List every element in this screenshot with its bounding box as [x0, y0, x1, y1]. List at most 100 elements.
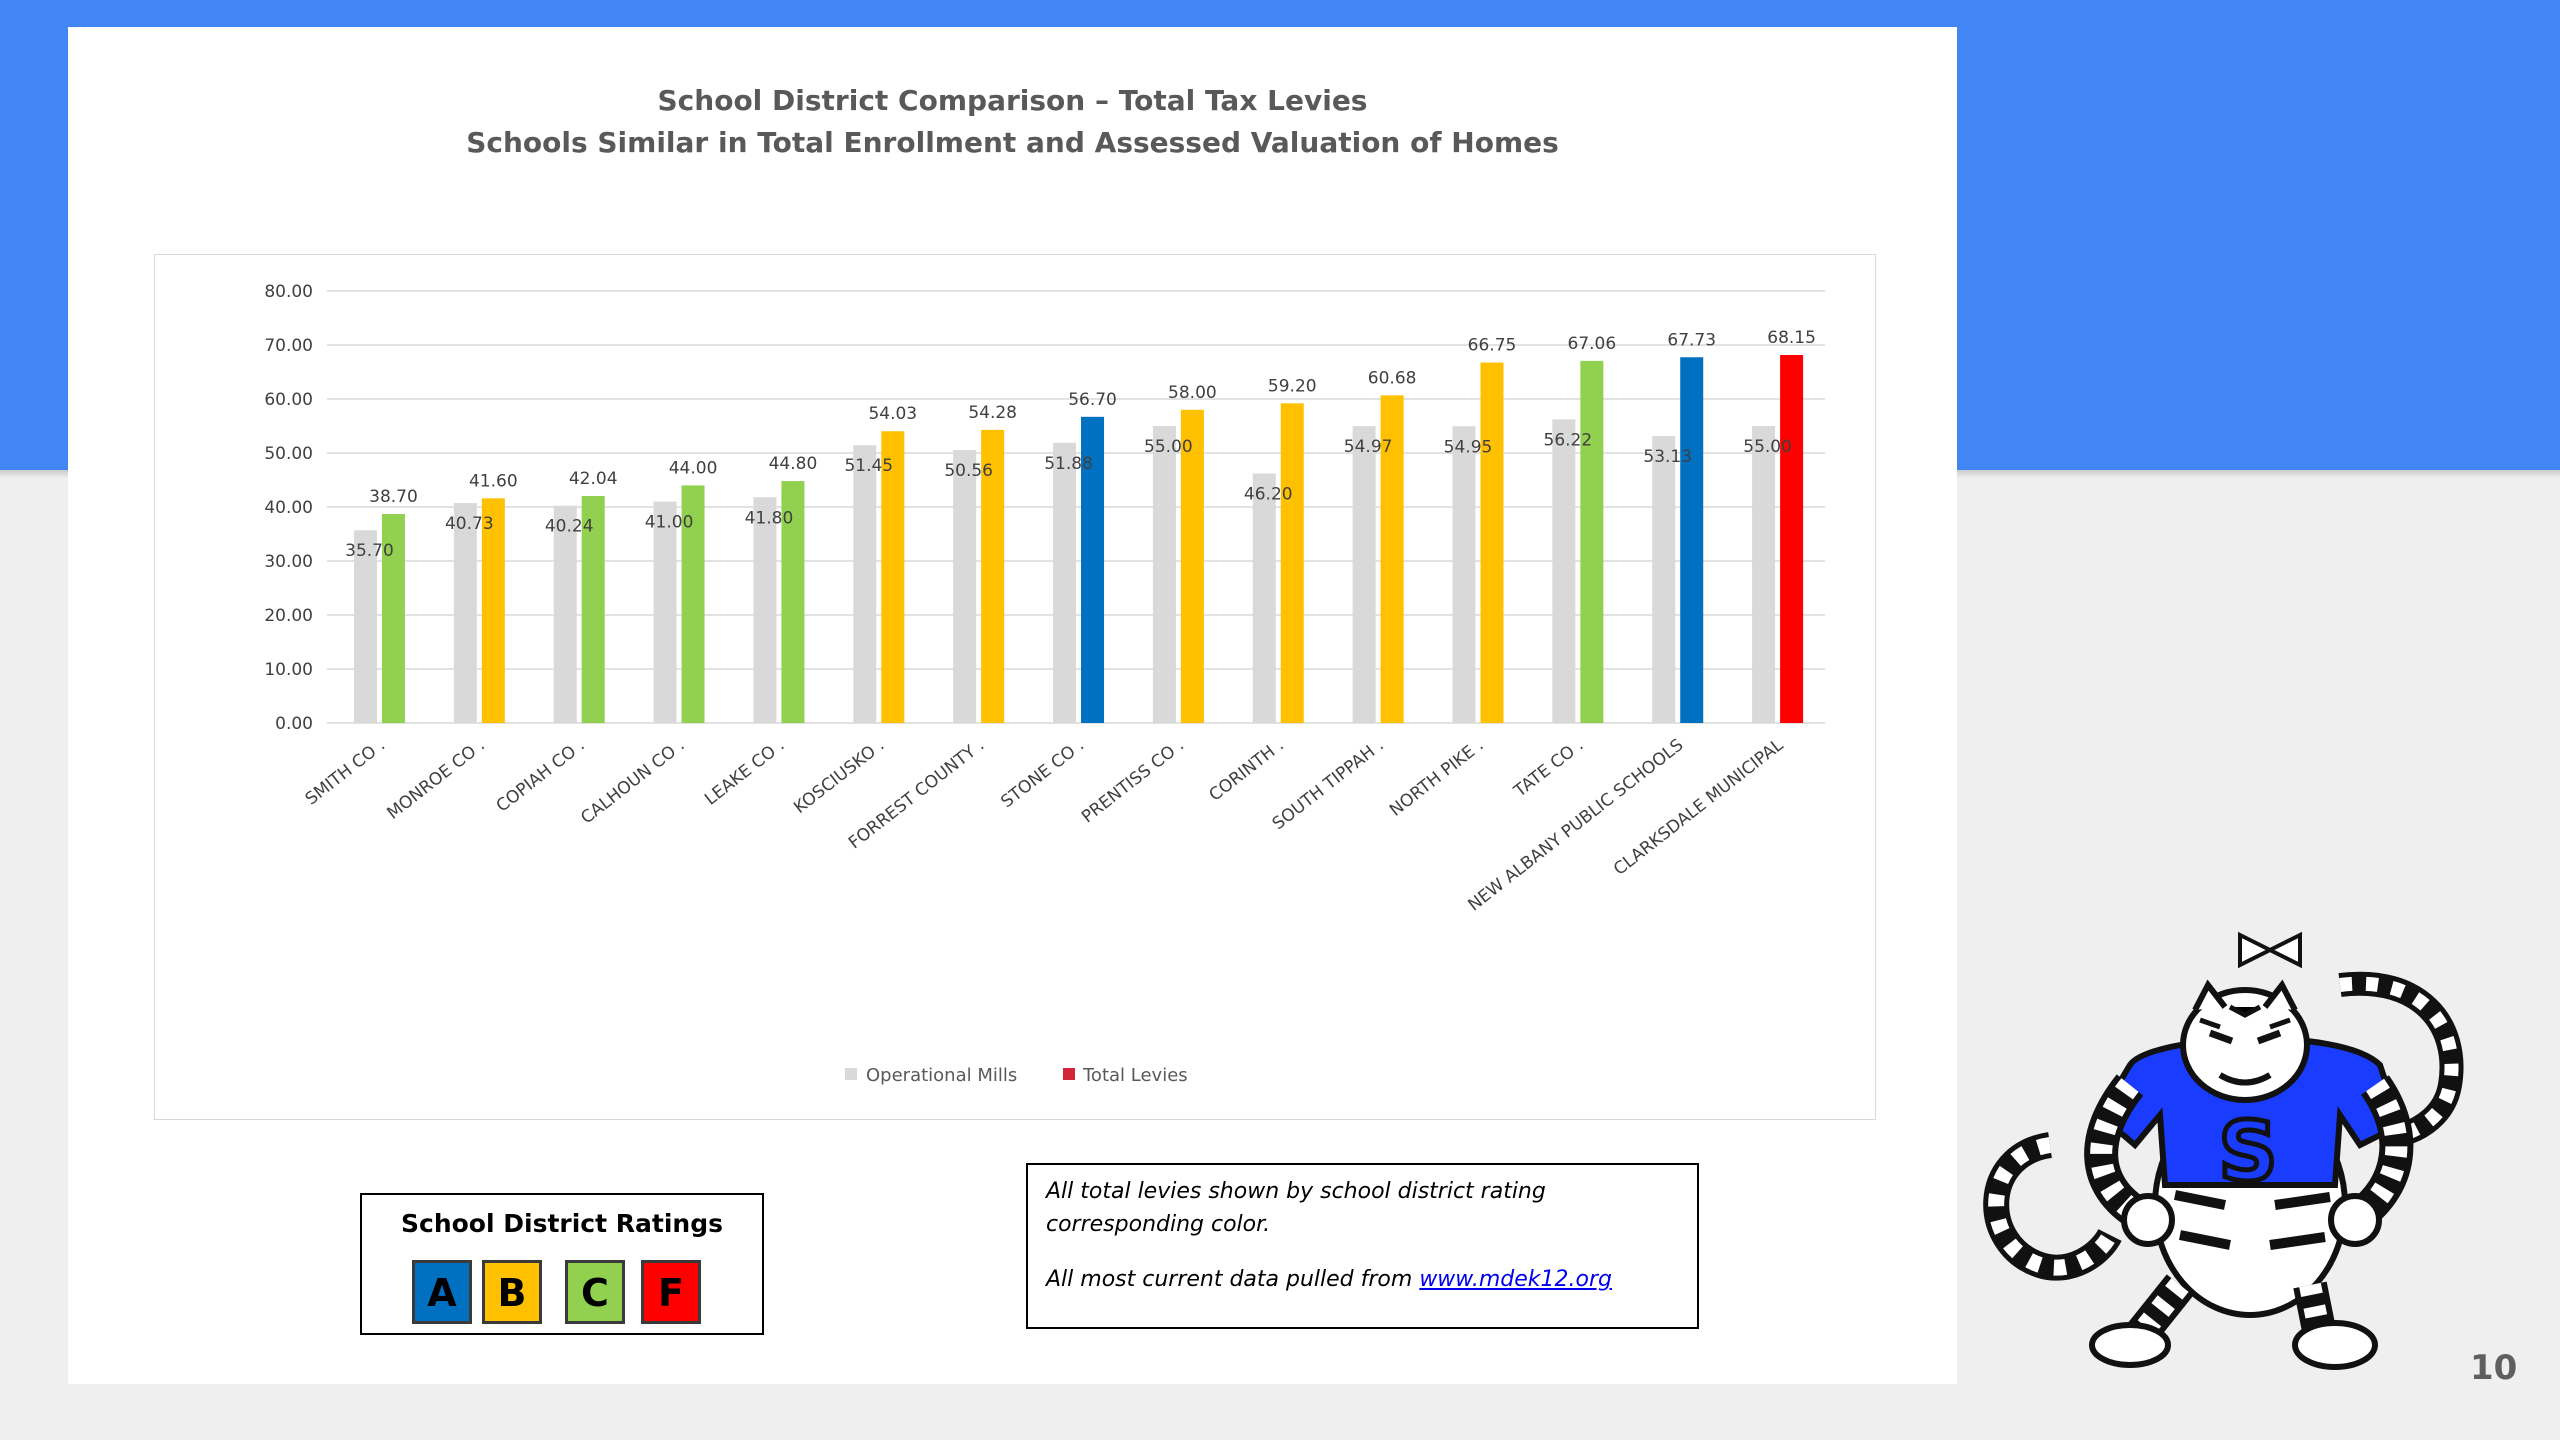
x-tick-label: CLARKSDALE MUNICIPAL: [1610, 735, 1788, 880]
x-tick-label: PRENTISS CO .: [1078, 735, 1188, 827]
mdek12-link[interactable]: www.mdek12.org: [1419, 1267, 1613, 1292]
bar-operational-mills: [453, 503, 477, 723]
bar-operational-mills: [1352, 426, 1376, 723]
bar-total-levies: [1180, 409, 1204, 723]
ratings-legend-title: School District Ratings: [401, 1209, 723, 1238]
bar-total-levies: [1580, 360, 1604, 723]
rating-chip-c: C: [565, 1260, 625, 1324]
bar-total-levies: [381, 514, 405, 723]
data-label-operational-mills: 35.70: [345, 541, 394, 561]
data-label-operational-mills: 46.20: [1244, 485, 1293, 505]
bar-operational-mills: [953, 449, 977, 723]
data-label-operational-mills: 54.97: [1344, 437, 1393, 457]
x-tick-label: SMITH CO .: [302, 735, 389, 809]
striped-tiger-mascot-icon: S: [1983, 931, 2464, 1370]
bar-total-levies: [781, 481, 805, 723]
bar-total-levies: [1680, 357, 1704, 723]
data-label-total-levies: 54.28: [968, 403, 1017, 423]
x-tick-label: CORINTH .: [1206, 735, 1288, 805]
y-tick-label: 10.00: [264, 660, 313, 680]
x-tick-label: CALHOUN CO .: [577, 735, 688, 828]
legend-label-operational-mills: Operational Mills: [866, 1065, 1017, 1086]
legend-swatch-total-levies: [1063, 1068, 1075, 1080]
data-label-operational-mills: 41.80: [745, 508, 794, 528]
bar-total-levies: [1280, 403, 1304, 723]
rating-chip-b: B: [482, 1260, 542, 1324]
note-line-2-prefix: All most current data pulled from: [1046, 1267, 1420, 1292]
legend-swatch-operational-mills: [845, 1068, 857, 1080]
data-label-operational-mills: 56.22: [1544, 430, 1593, 450]
bar-total-levies: [881, 431, 905, 723]
bar-operational-mills: [1752, 426, 1776, 723]
bar-total-levies: [681, 485, 705, 723]
data-label-total-levies: 68.15: [1767, 328, 1816, 348]
x-tick-label: KOSCIUSKO .: [790, 735, 888, 818]
slide-title: School District Comparison – Total Tax L…: [68, 80, 1957, 164]
bar-operational-mills: [1053, 442, 1077, 723]
data-source-note: All total levies shown by school distric…: [1026, 1163, 1699, 1329]
data-label-operational-mills: 51.45: [844, 456, 893, 476]
data-label-operational-mills: 53.13: [1643, 447, 1692, 467]
data-label-total-levies: 41.60: [469, 471, 518, 491]
data-label-total-levies: 59.20: [1268, 376, 1317, 396]
page-number: 10: [2470, 1348, 2518, 1388]
x-tick-label: NORTH PIKE .: [1386, 735, 1488, 820]
y-tick-label: 40.00: [264, 498, 313, 518]
y-tick-label: 30.00: [264, 552, 313, 572]
bar-total-levies: [1380, 395, 1404, 723]
bar-operational-mills: [1252, 473, 1276, 723]
ratings-legend: School District Ratings A B C F: [360, 1193, 764, 1335]
rating-chip-f: F: [641, 1260, 701, 1324]
x-tick-label: TATE CO .: [1510, 735, 1588, 802]
bar-total-levies: [981, 429, 1005, 723]
bar-operational-mills: [1552, 419, 1576, 723]
y-tick-label: 70.00: [264, 336, 313, 356]
bar-operational-mills: [353, 530, 377, 723]
bar-operational-mills: [853, 445, 877, 723]
bar-total-levies: [1480, 362, 1504, 723]
data-label-total-levies: 66.75: [1468, 336, 1517, 356]
data-label-total-levies: 44.00: [669, 458, 718, 478]
note-line-2: All most current data pulled from www.md…: [1046, 1263, 1679, 1296]
data-label-operational-mills: 55.00: [1144, 437, 1193, 457]
mascot-jersey-letter: S: [2218, 1105, 2277, 1200]
rating-chip-a: A: [412, 1260, 472, 1324]
y-tick-label: 60.00: [264, 390, 313, 410]
data-label-operational-mills: 41.00: [645, 513, 694, 533]
slide-title-line-1: School District Comparison – Total Tax L…: [657, 84, 1368, 117]
y-tick-label: 80.00: [264, 282, 313, 302]
data-label-operational-mills: 55.00: [1743, 437, 1792, 457]
data-label-total-levies: 42.04: [569, 469, 618, 489]
bar-chart: 0.00 10.00 20.00 30.00 40.00 50.00 60.00 70.00 8…: [264, 282, 1825, 1086]
data-label-total-levies: 38.70: [369, 487, 418, 507]
x-tick-label: NEW ALBANY PUBLIC SCHOOLS: [1464, 735, 1687, 915]
bar-operational-mills: [1452, 426, 1476, 723]
bar-operational-mills: [1152, 426, 1176, 723]
x-tick-label: MONROE CO .: [383, 735, 488, 824]
y-tick-label: 50.00: [264, 444, 313, 464]
y-tick-label: 0.00: [275, 714, 313, 734]
slide-title-line-2: Schools Similar in Total Enrollment and …: [466, 126, 1559, 159]
legend-label-total-levies: Total Levies: [1082, 1065, 1188, 1086]
data-label-total-levies: 67.06: [1568, 334, 1617, 354]
y-tick-label: 20.00: [264, 606, 313, 626]
data-label-operational-mills: 51.88: [1044, 454, 1093, 474]
note-line-1: All total levies shown by school distric…: [1046, 1179, 1546, 1237]
x-tick-label: LEAKE CO .: [701, 735, 788, 809]
bar-operational-mills: [653, 501, 677, 723]
data-label-total-levies: 67.73: [1667, 330, 1716, 350]
data-label-total-levies: 54.03: [868, 404, 917, 424]
bar-operational-mills: [553, 505, 577, 723]
data-label-operational-mills: 54.95: [1444, 437, 1493, 457]
data-label-operational-mills: 50.56: [944, 461, 993, 481]
data-label-total-levies: 44.80: [769, 454, 818, 474]
data-label-total-levies: 56.70: [1068, 390, 1117, 410]
data-label-total-levies: 58.00: [1168, 383, 1217, 403]
data-label-total-levies: 60.68: [1368, 368, 1417, 388]
x-tick-label: COPIAH CO .: [493, 735, 589, 816]
bar-total-levies: [1081, 416, 1105, 723]
chart-frame: 0.00 10.00 20.00 30.00 40.00 50.00 60.00 70.00 8…: [154, 254, 1876, 1120]
bar-total-levies: [1780, 354, 1804, 723]
data-label-operational-mills: 40.24: [545, 517, 594, 537]
bar-operational-mills: [1652, 436, 1676, 723]
